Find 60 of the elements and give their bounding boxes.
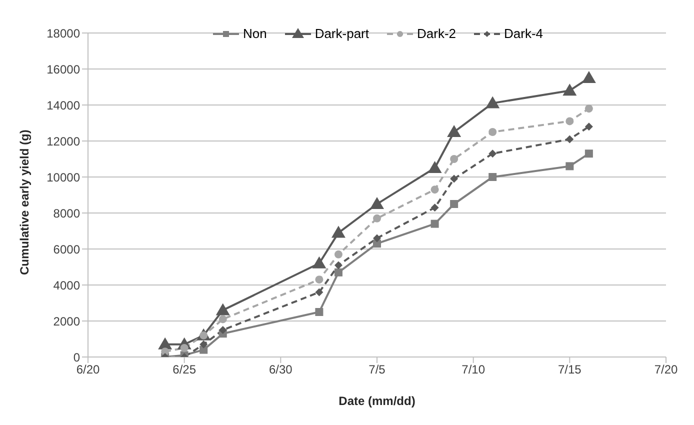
y-tick-label: 18000 — [46, 26, 80, 40]
point — [334, 268, 342, 276]
x-tick-label: 7/20 — [654, 362, 678, 377]
point — [218, 326, 227, 334]
point — [584, 122, 593, 131]
x-tick-label: 7/5 — [368, 362, 386, 377]
y-tick-label: 8000 — [53, 206, 80, 220]
point — [566, 162, 574, 170]
point — [180, 344, 188, 352]
point — [566, 117, 574, 126]
point — [200, 340, 208, 348]
y-tick-label: 12000 — [46, 134, 80, 148]
point — [370, 197, 384, 209]
point — [584, 104, 593, 113]
y-tick-label: 4000 — [53, 278, 80, 292]
point — [315, 288, 324, 296]
legend-label: Dark-4 — [504, 26, 544, 41]
point — [488, 150, 497, 158]
point — [562, 84, 577, 96]
x-tick-label: 7/10 — [462, 362, 486, 377]
x-axis-title: Date (mm/dd) — [338, 394, 416, 408]
point — [430, 186, 439, 194]
point — [331, 226, 346, 238]
point — [582, 71, 596, 83]
point — [334, 250, 342, 258]
x-tick-label: 6/30 — [268, 362, 293, 377]
point — [430, 220, 439, 228]
point — [200, 346, 208, 354]
point — [218, 315, 227, 324]
y-tick-label: 16000 — [46, 62, 80, 76]
y-tick-label: 2000 — [53, 314, 80, 328]
x-tick-label: 6/20 — [76, 362, 100, 377]
legend-label: Dark-part — [314, 26, 369, 41]
point — [373, 214, 381, 222]
x-tick-label: 6/25 — [172, 362, 196, 377]
legend-label: Non — [242, 26, 267, 41]
y-tick-label: 0 — [73, 350, 80, 364]
point — [373, 234, 381, 242]
point — [488, 173, 497, 181]
y-tick-label: 6000 — [53, 242, 80, 256]
point — [447, 125, 462, 137]
y-tick-label: 10000 — [46, 170, 80, 184]
point — [584, 150, 593, 158]
point — [315, 308, 324, 316]
x-tick-label: 7/15 — [558, 362, 582, 377]
point — [428, 161, 442, 173]
point — [450, 155, 458, 163]
y-tick-label: 14000 — [46, 98, 80, 112]
point — [312, 256, 326, 268]
point — [315, 276, 324, 284]
y-axis-title: Cumulative early yield (g) — [17, 130, 32, 275]
point — [430, 204, 439, 212]
legend-label: Dark-2 — [417, 26, 456, 41]
point — [216, 303, 230, 316]
point — [450, 174, 458, 183]
point — [566, 135, 574, 144]
point — [450, 200, 458, 208]
point — [486, 96, 500, 108]
point — [334, 261, 342, 270]
point — [488, 128, 497, 136]
